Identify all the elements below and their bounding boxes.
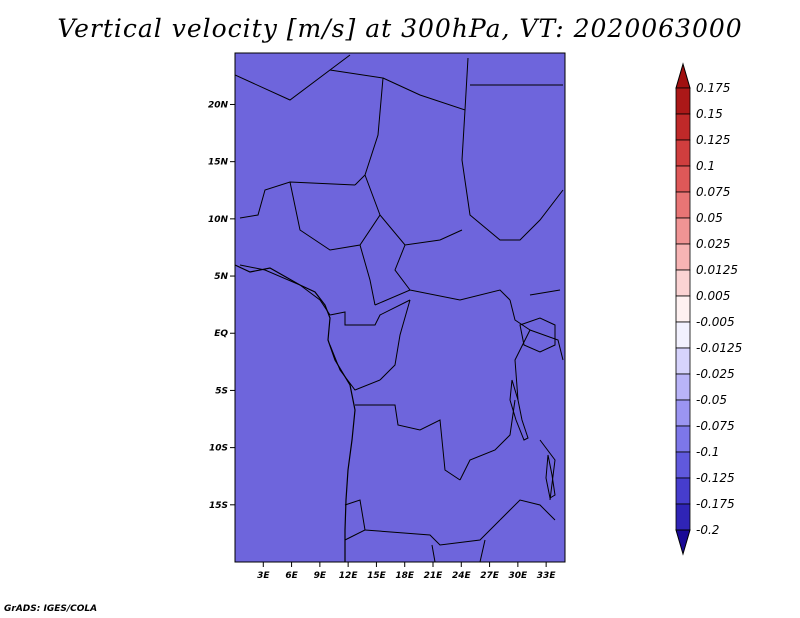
colorbar-top-cap bbox=[675, 62, 691, 89]
colorbar-segment bbox=[675, 217, 691, 245]
colorbar-label: -0.175 bbox=[696, 497, 735, 511]
colorbar-label: -0.0125 bbox=[696, 341, 742, 355]
colorbar-label: -0.1 bbox=[696, 445, 719, 459]
colorbar-label: 0.025 bbox=[696, 237, 730, 251]
colorbar: 0.175 0.15 0.125 0.1 0.075 0.05 0.025 0.0125 0.0… bbox=[675, 62, 742, 556]
colorbar-segment bbox=[675, 191, 691, 219]
lon-tick-label: 21E bbox=[424, 571, 444, 581]
colorbar-segment bbox=[675, 425, 691, 453]
latitude-axis: 20N 15N 10N 5N EQ 5S 10S 15S bbox=[208, 100, 235, 511]
lon-tick-label: 33E bbox=[537, 571, 557, 581]
colorbar-label: 0.005 bbox=[696, 289, 730, 303]
lake-victoria bbox=[519, 317, 556, 353]
colorbar-label: 0.0125 bbox=[696, 263, 738, 277]
colorbar-label: -0.005 bbox=[696, 315, 735, 329]
colorbar-segment bbox=[675, 347, 691, 375]
lon-tick-label: 30E bbox=[509, 571, 529, 581]
lon-tick-label: 27E bbox=[480, 571, 500, 581]
lon-tick-label: 3E bbox=[257, 571, 270, 581]
lat-tick-label: 10S bbox=[209, 444, 228, 454]
colorbar-label: 0.075 bbox=[696, 185, 730, 199]
lat-tick-label: 20N bbox=[208, 100, 229, 110]
map-frame bbox=[234, 52, 566, 563]
colorbar-segment bbox=[675, 321, 691, 349]
lon-tick-label: 12E bbox=[339, 571, 359, 581]
colorbar-segment bbox=[675, 477, 691, 505]
colorbar-segment bbox=[675, 139, 691, 167]
colorbar-segment bbox=[675, 269, 691, 297]
colorbar-label: 0.05 bbox=[696, 211, 723, 225]
lat-tick-label: 5N bbox=[214, 272, 228, 282]
coastline bbox=[235, 264, 356, 562]
colorbar-segment bbox=[675, 87, 691, 115]
colorbar-label: 0.1 bbox=[696, 159, 715, 173]
lat-tick-label: 15N bbox=[208, 158, 229, 168]
velocity-field bbox=[235, 53, 565, 562]
lat-tick-label: 5S bbox=[215, 386, 228, 396]
colorbar-segment bbox=[675, 165, 691, 193]
lake-tanganyika bbox=[509, 379, 529, 441]
colorbar-segment bbox=[675, 295, 691, 323]
lon-tick-label: 6E bbox=[285, 571, 298, 581]
colorbar-label: -0.075 bbox=[696, 419, 735, 433]
colorbar-segment bbox=[675, 243, 691, 271]
colorbar-label: -0.125 bbox=[696, 471, 735, 485]
colorbar-segment bbox=[675, 503, 691, 531]
longitude-axis: 3E 6E 9E 12E 15E 18E 21E 24E 27E 30E 33E bbox=[257, 562, 556, 581]
lon-tick-label: 18E bbox=[395, 571, 415, 581]
colorbar-label: -0.2 bbox=[696, 523, 719, 537]
colorbar-label: 0.15 bbox=[696, 107, 723, 121]
lat-tick-label: 15S bbox=[209, 501, 228, 511]
colorbar-label: -0.025 bbox=[696, 367, 735, 381]
colorbar-label: 0.175 bbox=[696, 81, 730, 95]
colorbar-label: -0.05 bbox=[696, 393, 727, 407]
lat-tick-label: 10N bbox=[208, 215, 229, 225]
grads-credit: GrADS: IGES/COLA bbox=[4, 604, 98, 614]
lon-tick-label: 24E bbox=[452, 571, 472, 581]
colorbar-segment bbox=[675, 373, 691, 401]
colorbar-segment bbox=[675, 451, 691, 479]
colorbar-segment bbox=[675, 113, 691, 141]
lon-tick-label: 9E bbox=[314, 571, 327, 581]
plot-title: Vertical velocity [m/s] at 300hPa, VT: 2… bbox=[57, 14, 743, 43]
lake-malawi bbox=[545, 454, 556, 499]
colorbar-bottom-cap bbox=[675, 529, 691, 556]
colorbar-label: 0.125 bbox=[696, 133, 730, 147]
lon-tick-label: 15E bbox=[367, 571, 387, 581]
colorbar-segment bbox=[675, 399, 691, 427]
lat-tick-label: EQ bbox=[214, 329, 228, 339]
